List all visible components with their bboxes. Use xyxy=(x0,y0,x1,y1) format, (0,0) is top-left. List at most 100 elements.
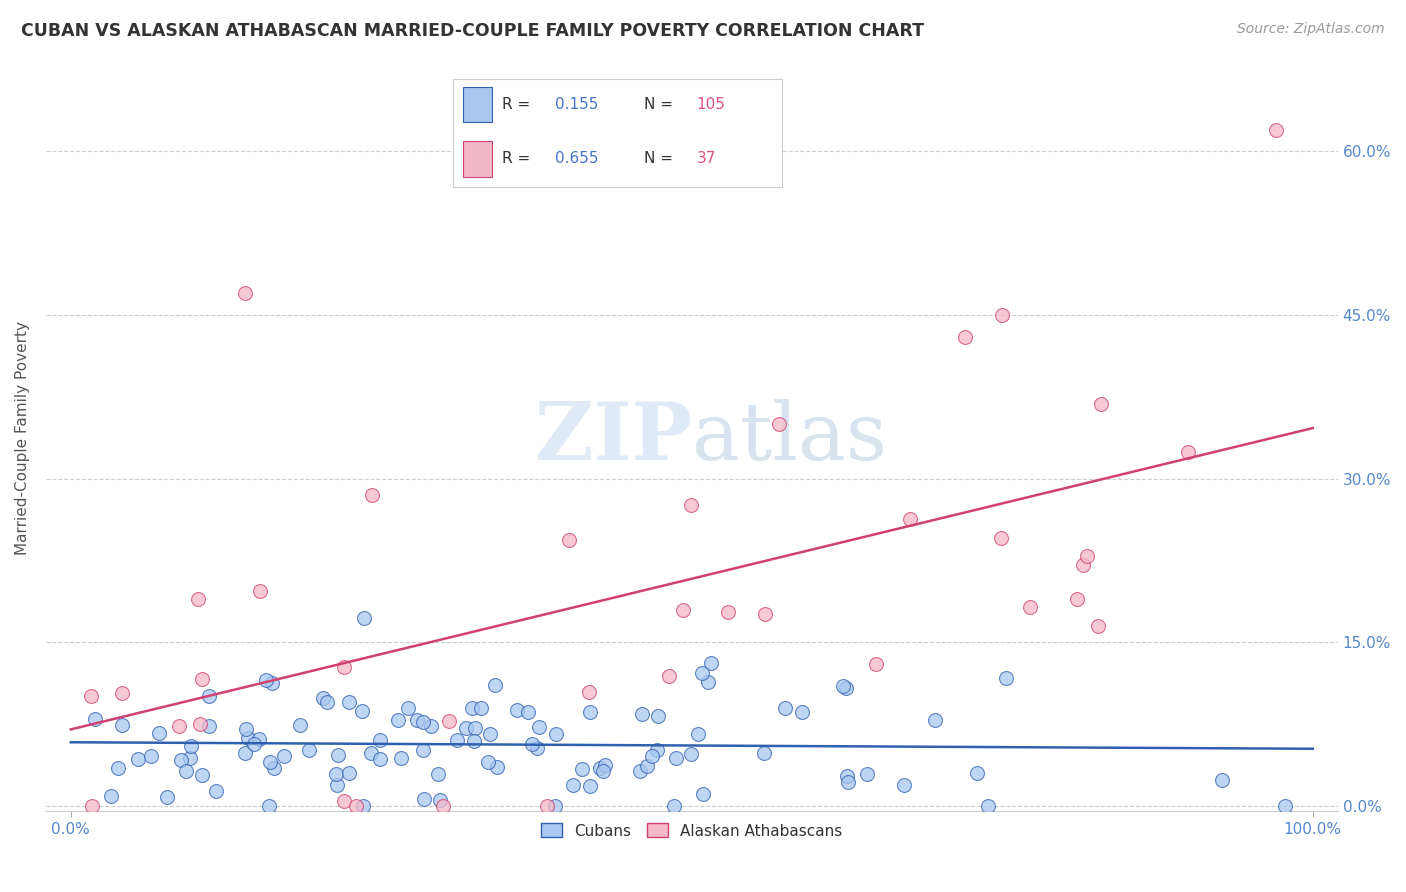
Point xyxy=(238,731,260,746)
Point xyxy=(337,766,360,780)
Point xyxy=(477,756,499,770)
Point xyxy=(405,713,427,727)
Text: CUBAN VS ALASKAN ATHABASCAN MARRIED-COUPLE FAMILY POVERTY CORRELATION CHART: CUBAN VS ALASKAN ATHABASCAN MARRIED-COUP… xyxy=(21,22,924,40)
Point xyxy=(254,673,277,687)
Point xyxy=(167,719,190,733)
Point xyxy=(924,713,946,727)
Point xyxy=(544,727,567,741)
Point xyxy=(658,668,681,682)
Point xyxy=(578,685,600,699)
Point xyxy=(332,794,354,808)
Point xyxy=(389,751,412,765)
Point xyxy=(298,742,321,756)
Point xyxy=(837,770,859,784)
Point xyxy=(139,748,162,763)
Point xyxy=(898,512,921,526)
Point xyxy=(1076,549,1098,563)
Point xyxy=(579,706,602,720)
Legend: Cubans, Alaskan Athabascans: Cubans, Alaskan Athabascans xyxy=(534,817,849,845)
Point xyxy=(700,656,723,670)
Point xyxy=(561,778,583,792)
Point xyxy=(486,760,509,774)
Point xyxy=(316,695,339,709)
Point xyxy=(463,734,485,748)
Point xyxy=(205,784,228,798)
Point xyxy=(100,789,122,804)
Point xyxy=(156,790,179,805)
Point xyxy=(592,764,614,778)
Point xyxy=(187,591,209,606)
Point xyxy=(558,533,581,547)
Point xyxy=(837,775,859,789)
Point xyxy=(717,605,740,619)
Point xyxy=(191,768,214,782)
Point xyxy=(893,779,915,793)
Point xyxy=(170,753,193,767)
Point xyxy=(636,759,658,773)
Point xyxy=(174,764,197,778)
Point xyxy=(692,666,714,681)
Point xyxy=(188,716,211,731)
Point xyxy=(198,719,221,733)
Point xyxy=(437,714,460,729)
Point xyxy=(517,705,540,719)
Point xyxy=(672,603,695,617)
Point xyxy=(645,743,668,757)
Point xyxy=(352,798,374,813)
Point xyxy=(247,731,270,746)
Point xyxy=(1211,772,1233,787)
Point xyxy=(80,690,103,704)
Point xyxy=(461,701,484,715)
Point xyxy=(681,747,703,762)
Point xyxy=(368,752,391,766)
Point xyxy=(831,679,853,693)
Point xyxy=(446,733,468,747)
Point xyxy=(412,742,434,756)
Point xyxy=(688,727,710,741)
Point xyxy=(754,746,776,760)
Point xyxy=(412,792,434,806)
Point xyxy=(571,762,593,776)
Point xyxy=(630,764,652,779)
Point xyxy=(679,499,702,513)
Point xyxy=(991,308,1014,322)
Point xyxy=(197,689,219,703)
Point xyxy=(506,703,529,717)
Point xyxy=(579,779,602,793)
Point xyxy=(419,719,441,733)
Point xyxy=(1177,445,1199,459)
Point xyxy=(647,708,669,723)
Point xyxy=(754,607,776,621)
Point xyxy=(235,722,257,736)
Point xyxy=(641,749,664,764)
Point xyxy=(1090,397,1112,411)
Point xyxy=(352,704,374,718)
Point xyxy=(464,722,486,736)
Text: atlas: atlas xyxy=(692,399,887,476)
Point xyxy=(127,752,149,766)
Point xyxy=(312,691,335,706)
Point xyxy=(148,726,170,740)
Text: ZIP: ZIP xyxy=(534,399,692,476)
Point xyxy=(1087,619,1109,633)
Point xyxy=(333,660,356,674)
Point xyxy=(484,678,506,692)
Point xyxy=(773,700,796,714)
Point xyxy=(768,417,790,431)
Point xyxy=(1018,600,1040,615)
Point xyxy=(180,739,202,753)
Point xyxy=(111,686,134,700)
Point xyxy=(865,657,887,672)
Point xyxy=(631,706,654,721)
Point xyxy=(273,749,295,764)
Point xyxy=(80,798,103,813)
Point xyxy=(344,798,367,813)
Point xyxy=(326,748,349,763)
Point xyxy=(536,798,558,813)
Point xyxy=(259,798,281,813)
Point xyxy=(326,778,349,792)
Point xyxy=(412,715,434,730)
Point xyxy=(233,746,256,760)
Point xyxy=(696,675,718,690)
Point xyxy=(593,757,616,772)
